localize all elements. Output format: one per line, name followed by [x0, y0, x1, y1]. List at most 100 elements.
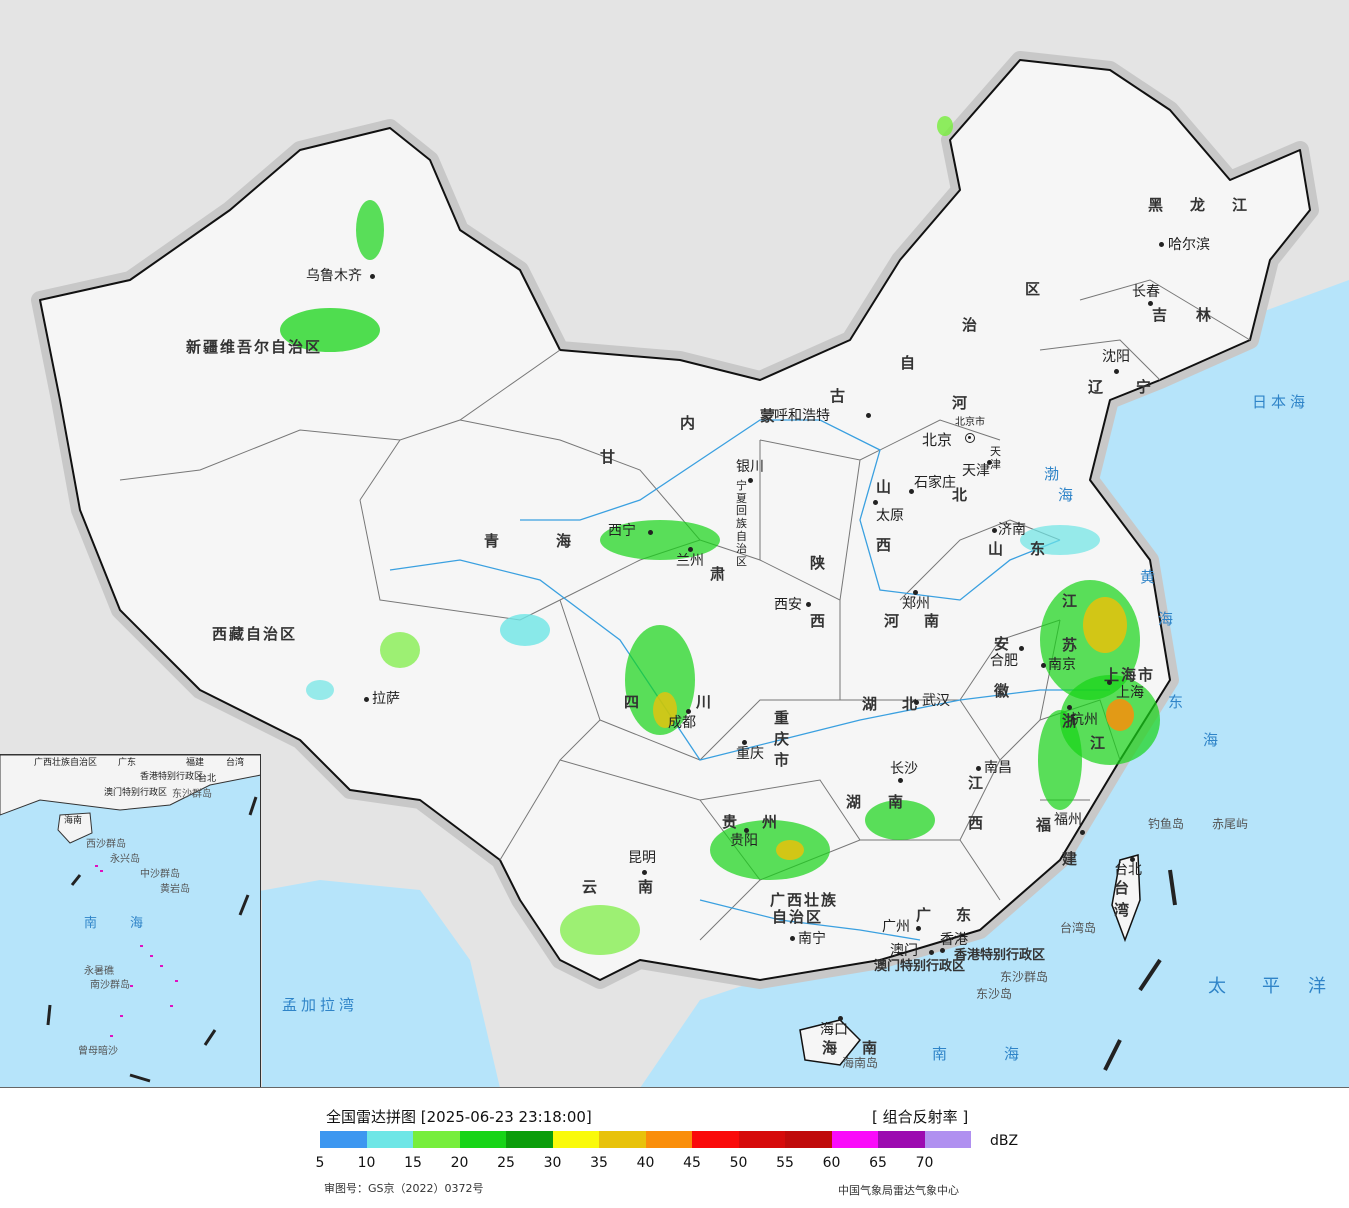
- label-ningxia: 宁夏回族自治区: [736, 479, 747, 568]
- sea-japan: 日本海: [1252, 393, 1310, 411]
- island-dongsha: 东沙岛: [976, 987, 1013, 1001]
- label-tianjin-municipality: 天津: [990, 445, 1001, 471]
- city-shijiazhuang: 石家庄: [914, 475, 956, 491]
- inset-land: [0, 755, 260, 816]
- city-hohhot: 呼和浩特: [774, 408, 830, 424]
- label-shanxi-2: 西: [876, 536, 894, 554]
- inset-nansha: 南沙群岛: [90, 980, 130, 991]
- city-shenyang: 沈阳: [1102, 349, 1130, 365]
- label-guizhou-2: 州: [762, 813, 780, 831]
- map-title: 全国雷达拼图 [2025-06-23 23:18:00]: [326, 1108, 592, 1126]
- city-fuzhou: 福州: [1054, 812, 1082, 828]
- label-yunnan-1: 云: [582, 878, 600, 896]
- city-dot: [1067, 705, 1072, 710]
- city-dot: [976, 766, 981, 771]
- review-number: 审图号：GS京（2022）0372号: [324, 1182, 484, 1195]
- sea-bohai-2: 海: [1058, 486, 1078, 504]
- legend-swatch: [366, 1131, 413, 1148]
- legend-swatch: [599, 1131, 646, 1148]
- legend-tick: 20: [450, 1155, 469, 1171]
- label-hebei-2: 北: [952, 486, 970, 504]
- hainan-land: [799, 1019, 862, 1066]
- label-neimeng-3: 古: [830, 387, 848, 405]
- legend-tick: 60: [822, 1155, 841, 1171]
- legend-swatch: [459, 1131, 506, 1148]
- label-hainan-2: 南: [862, 1039, 880, 1057]
- map-frame[interactable]: 新疆维吾尔自治区 西藏自治区 青 海 甘 肃 内 蒙 古 自 治 区 黑 龙 江…: [0, 0, 1349, 1088]
- city-nanjing: 南京: [1048, 657, 1076, 673]
- south-china-sea-inset: 南 海 东沙群岛 西沙群岛 永兴岛 中沙群岛 黄岩岛 南沙群岛 永暑礁 曾母暗沙…: [0, 754, 261, 1087]
- sar-hongkong: 香港特别行政区: [954, 948, 1046, 963]
- sea-south-2: 海: [1004, 1045, 1024, 1063]
- sea-of-japan: [1220, 340, 1349, 470]
- inset-yongxing: 永兴岛: [110, 854, 140, 865]
- label-xizang: 西藏自治区: [212, 625, 298, 643]
- city-dot: [1019, 646, 1024, 651]
- city-dot: [909, 489, 914, 494]
- label-beijing-municipality: 北京市: [955, 417, 985, 428]
- label-shandong-2: 东: [1030, 540, 1048, 558]
- legend-tick: 35: [590, 1155, 608, 1171]
- city-dot: [806, 602, 811, 607]
- city-beijing: 北京: [922, 431, 953, 449]
- inset-zhongsha: 中沙群岛: [140, 869, 180, 880]
- city-chongqing: 重庆: [736, 746, 764, 762]
- label-qinghai-1: 青: [484, 532, 502, 550]
- legend-tick: 5: [315, 1155, 325, 1171]
- city-chengdu: 成都: [668, 715, 696, 731]
- legend-tick: 55: [776, 1155, 794, 1171]
- legend-tick: 25: [497, 1155, 515, 1171]
- label-heilongjiang-3: 江: [1232, 196, 1250, 214]
- label-hunan-1: 湖: [846, 793, 864, 811]
- sea-east-1: 东: [1168, 693, 1188, 711]
- city-dot: [742, 740, 747, 745]
- label-neimeng-1: 内: [680, 414, 698, 432]
- sar-macao: 澳门特别行政区: [874, 959, 966, 974]
- city-tianjin: 天津: [962, 463, 990, 479]
- city-guangzhou: 广州: [882, 919, 910, 935]
- label-jiangxi-1: 江: [968, 774, 986, 792]
- city-lhasa: 拉萨: [372, 691, 400, 707]
- bay-of-bengal: [210, 880, 500, 1087]
- inset-taipei: 台北: [198, 774, 217, 784]
- legend-unit: dBZ: [990, 1133, 1019, 1149]
- label-fujian-1: 福: [1036, 816, 1054, 834]
- city-zhengzhou: 郑州: [902, 596, 930, 612]
- city-urumqi: 乌鲁木齐: [306, 268, 362, 284]
- city-dot: [914, 700, 919, 705]
- label-chongqing: 重庆市: [774, 709, 792, 769]
- city-jinan: 济南: [998, 522, 1026, 538]
- city-dot: [686, 709, 691, 714]
- sea-pacific-2: 平: [1262, 976, 1284, 997]
- label-shaanxi-1: 陕: [810, 554, 828, 572]
- label-yunnan-2: 南: [638, 878, 656, 896]
- label-liaoning-1: 辽: [1088, 378, 1106, 396]
- legend-tick: 15: [404, 1155, 422, 1171]
- inset-yongshu: 永暑礁: [84, 966, 114, 977]
- island-dongsha-group: 东沙群岛: [1000, 970, 1049, 984]
- label-jiangsu-1: 江: [1062, 592, 1080, 610]
- legend-swatch: [645, 1131, 692, 1148]
- label-zhejiang-2: 江: [1090, 734, 1108, 752]
- map-canvas: [31, 51, 1349, 1087]
- label-henan-1: 河: [884, 612, 902, 630]
- label-jilin-1: 吉: [1152, 306, 1170, 324]
- city-dot: [987, 460, 992, 465]
- legend-swatch: [831, 1131, 878, 1148]
- inset-zengmu: 曾母暗沙: [78, 1046, 118, 1057]
- city-dot: [916, 926, 921, 931]
- city-dot: [790, 936, 795, 941]
- radar-echoes: [280, 116, 1160, 955]
- inset-sea-2: 海: [130, 916, 148, 931]
- label-shandong-1: 山: [988, 540, 1006, 558]
- label-zhejiang-1: 浙: [1062, 712, 1080, 730]
- label-heilongjiang-2: 龙: [1190, 196, 1208, 214]
- label-guizhou-1: 贵: [722, 813, 740, 831]
- city-guiyang: 贵阳: [730, 833, 758, 849]
- label-taiwan-2: 湾: [1114, 901, 1132, 919]
- city-changsha: 长沙: [890, 761, 918, 777]
- city-lanzhou: 兰州: [676, 553, 704, 569]
- city-xian: 西安: [774, 597, 802, 613]
- legend-tick: 30: [543, 1155, 562, 1171]
- city-hangzhou: 杭州: [1070, 712, 1098, 728]
